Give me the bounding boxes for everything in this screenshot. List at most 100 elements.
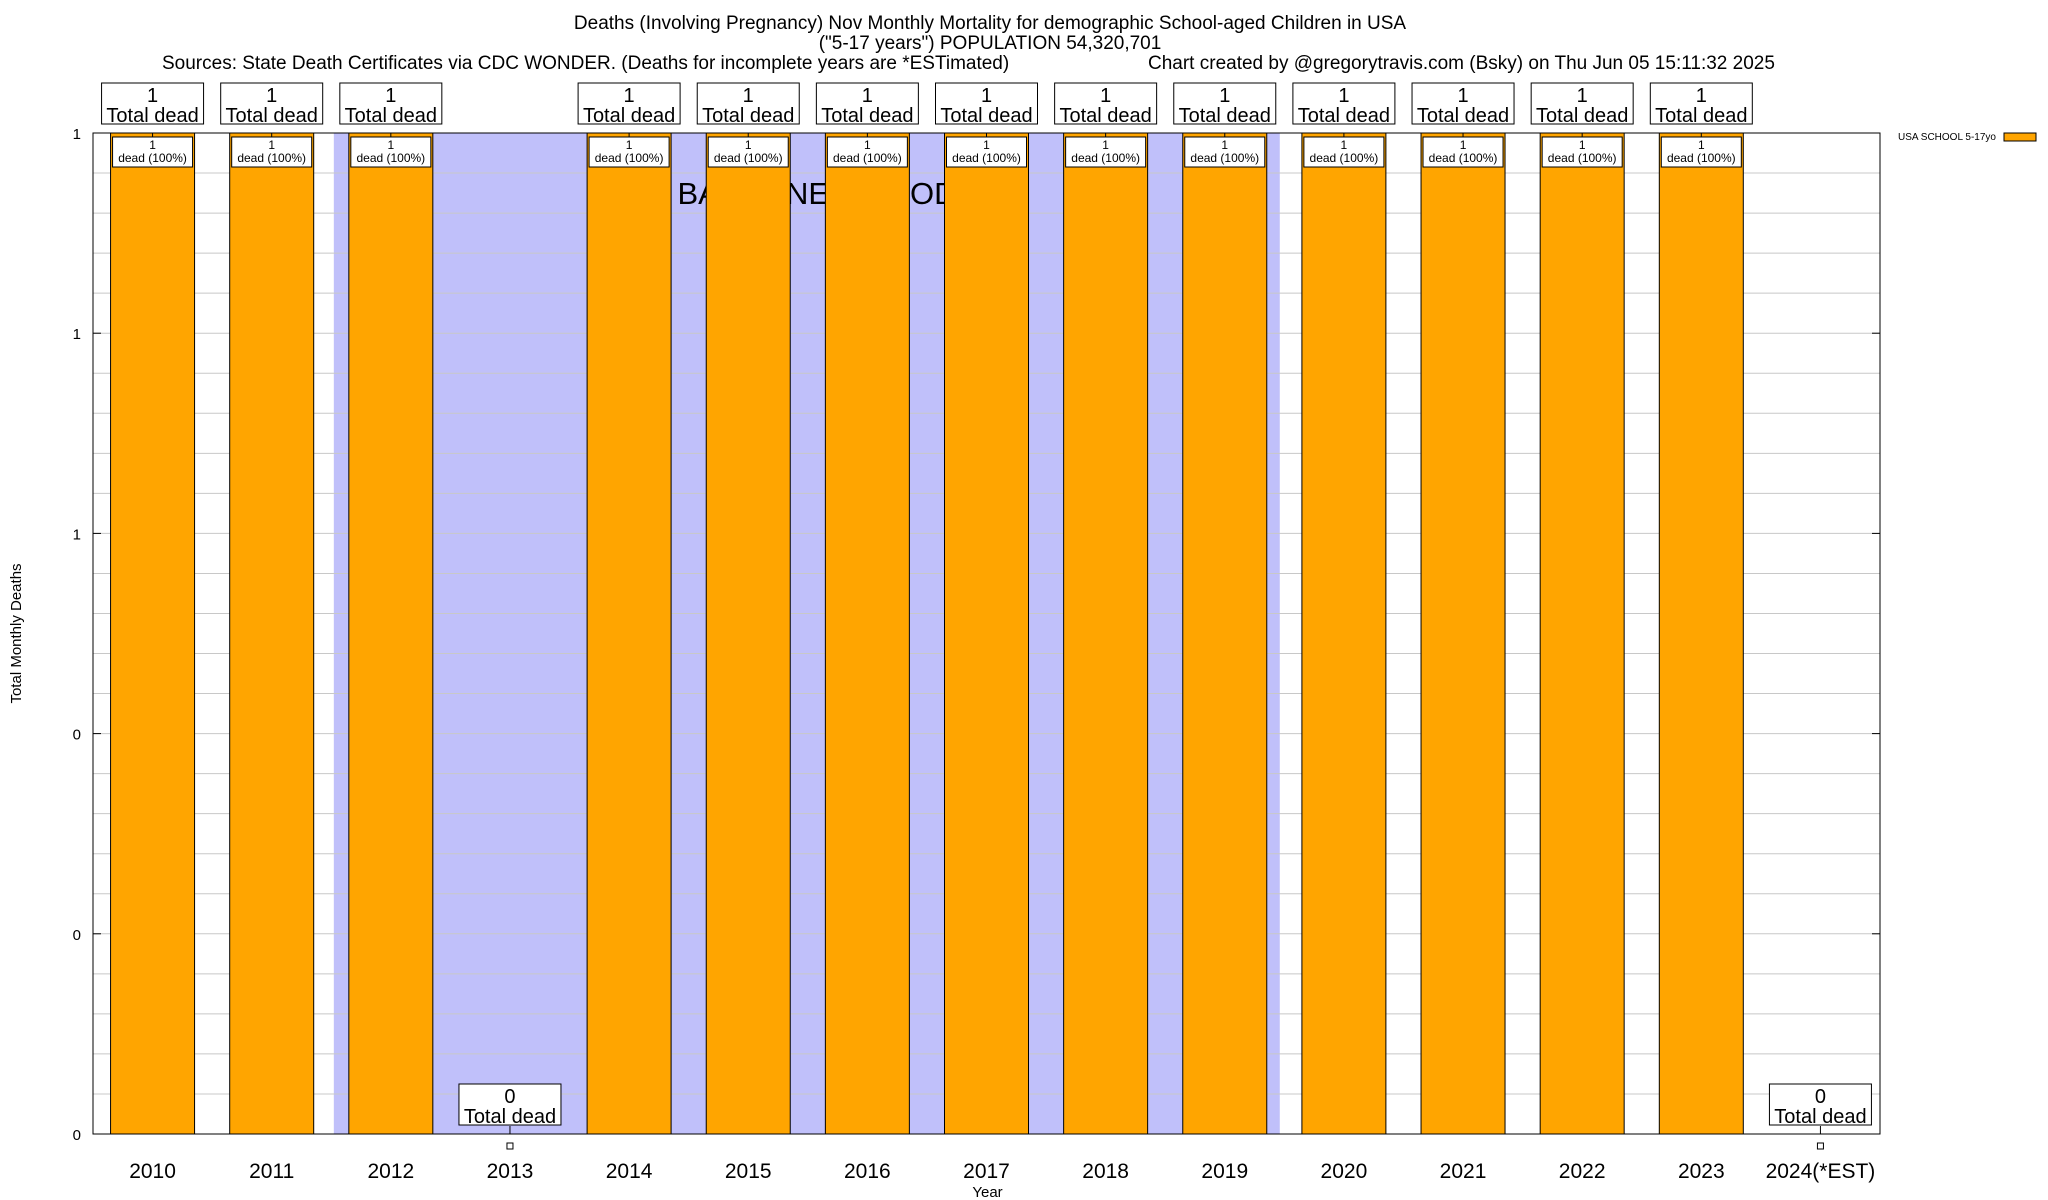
- pct-label: 1 dead (100%): [1548, 138, 1617, 165]
- total-label: 1 Total dead: [226, 85, 318, 127]
- pct-label-box: [231, 136, 313, 168]
- pct-label: 1 dead (100%): [833, 138, 902, 165]
- y-tick-label: 0: [73, 1127, 81, 1144]
- x-tick-label: 2010: [129, 1160, 176, 1183]
- bar: [1539, 132, 1625, 1135]
- pct-label-box: [1303, 136, 1385, 168]
- total-label: 1 Total dead: [345, 85, 437, 127]
- y-tick-label: 0: [73, 927, 81, 944]
- pct-label-box: [588, 136, 670, 168]
- total-label-box: [696, 82, 800, 125]
- total-label: 1 Total dead: [702, 85, 794, 127]
- zero-marker: [506, 1142, 514, 1150]
- pct-label: 1 dead (100%): [1667, 138, 1736, 165]
- total-label: 1 Total dead: [1655, 85, 1747, 127]
- total-label-box: [1649, 82, 1753, 125]
- x-tick-label: 2024(*EST): [1766, 1160, 1876, 1183]
- y-axis-label: Total Monthly Deaths: [8, 563, 25, 703]
- total-label: 1 Total dead: [106, 85, 198, 127]
- total-label: 1 Total dead: [940, 85, 1032, 127]
- x-tick-label: 2018: [1082, 1160, 1129, 1183]
- total-label: 1 Total dead: [821, 85, 913, 127]
- total-label-box: [577, 82, 681, 125]
- pct-label: 1 dead (100%): [952, 138, 1021, 165]
- bar: [705, 132, 791, 1135]
- zero-marker: [1816, 1142, 1824, 1150]
- pct-label-box: [826, 136, 908, 168]
- x-tick-label: 2021: [1440, 1160, 1487, 1183]
- total-label: 0 Total dead: [464, 1086, 556, 1128]
- pct-label-box: [112, 136, 194, 168]
- total-label-box: [220, 82, 324, 125]
- total-label: 1 Total dead: [1536, 85, 1628, 127]
- x-tick-label: 2015: [725, 1160, 772, 1183]
- total-label-box: [815, 82, 919, 125]
- pct-label: 1 dead (100%): [714, 138, 783, 165]
- bar: [1182, 132, 1268, 1135]
- total-label: 1 Total dead: [1417, 85, 1509, 127]
- pct-label-box: [1184, 136, 1266, 168]
- x-tick-label: 2020: [1321, 1160, 1368, 1183]
- bar: [1063, 132, 1149, 1135]
- y-tick-label: 0: [73, 727, 81, 744]
- pct-label-box: [1541, 136, 1623, 168]
- total-label: 1 Total dead: [1298, 85, 1390, 127]
- bar: [348, 132, 434, 1135]
- chart-subtitle: ("5-17 years") POPULATION 54,320,701: [818, 33, 1162, 54]
- pct-label-box: [1660, 136, 1742, 168]
- total-label-box: [339, 82, 443, 125]
- total-label-box: [1054, 82, 1158, 125]
- total-label: 1 Total dead: [1059, 85, 1151, 127]
- pct-label: 1 dead (100%): [1429, 138, 1498, 165]
- pct-label-box: [350, 136, 432, 168]
- pct-label: 1 dead (100%): [356, 138, 425, 165]
- bar: [1420, 132, 1506, 1135]
- x-tick-label: 2016: [844, 1160, 891, 1183]
- total-label-box: [935, 82, 1038, 125]
- pct-label-box: [946, 136, 1027, 168]
- x-axis-label: Year: [972, 1184, 1002, 1200]
- pct-label: 1 dead (100%): [118, 138, 187, 165]
- bar: [824, 132, 910, 1135]
- y-tick-label: 1: [73, 126, 81, 143]
- legend-label: USA SCHOOL 5-17yo: [1898, 132, 1996, 143]
- bar: [1658, 132, 1744, 1135]
- total-label: 0 Total dead: [1774, 1086, 1866, 1128]
- bar: [110, 132, 196, 1135]
- chart-sources: Sources: State Death Certificates via CD…: [162, 53, 1010, 74]
- total-label-box: [101, 82, 205, 125]
- y-tick-label: 1: [73, 526, 81, 543]
- total-label: 1 Total dead: [1179, 85, 1271, 127]
- pct-label: 1 dead (100%): [1071, 138, 1140, 165]
- pct-label: 1 dead (100%): [595, 138, 664, 165]
- total-label-box: [1411, 82, 1515, 125]
- total-label-box: [458, 1083, 562, 1126]
- bar: [229, 132, 315, 1135]
- bar: [586, 132, 672, 1135]
- total-label-box: [1530, 82, 1634, 125]
- x-tick-label: 2012: [367, 1160, 414, 1183]
- total-label: 1 Total dead: [583, 85, 675, 127]
- total-label-box: [1173, 82, 1277, 125]
- x-tick-label: 2014: [606, 1160, 653, 1183]
- legend-swatch: [2003, 132, 2037, 142]
- x-tick-label: 2022: [1559, 1160, 1606, 1183]
- x-tick-label: 2011: [249, 1160, 294, 1183]
- pct-label: 1 dead (100%): [237, 138, 306, 165]
- pct-label: 1 dead (100%): [1310, 138, 1379, 165]
- total-label-box: [1768, 1083, 1872, 1126]
- y-tick-label: 1: [73, 326, 81, 343]
- x-tick-label: 2023: [1678, 1160, 1725, 1183]
- bar: [1301, 132, 1387, 1135]
- total-label-box: [1292, 82, 1396, 125]
- x-tick-label: 2019: [1201, 1160, 1248, 1183]
- chart-credit: Chart created by @gregorytravis.com (Bsk…: [1148, 53, 1775, 74]
- chart-title: Deaths (Involving Pregnancy) Nov Monthly…: [573, 13, 1407, 34]
- pct-label: 1 dead (100%): [1190, 138, 1259, 165]
- x-tick-label: 2017: [963, 1160, 1010, 1183]
- x-tick-label: 2013: [487, 1160, 534, 1183]
- pct-label-box: [1422, 136, 1504, 168]
- pct-label-box: [1065, 136, 1147, 168]
- bar: [944, 132, 1029, 1135]
